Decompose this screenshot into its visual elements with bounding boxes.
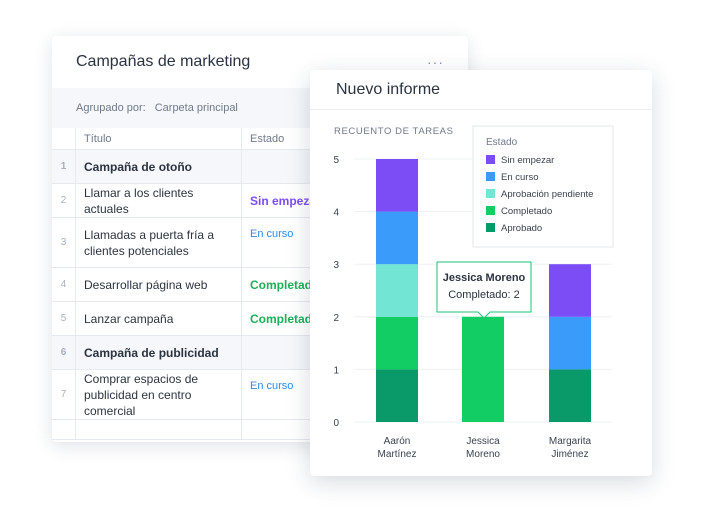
table-header: Campañas de marketing ··· bbox=[52, 36, 468, 88]
group-by-label: Agrupado por: bbox=[76, 102, 146, 114]
empty-row[interactable] bbox=[52, 420, 468, 440]
row-state[interactable]: En curso bbox=[250, 228, 294, 240]
legend-swatch bbox=[486, 189, 495, 198]
row-number: 6 bbox=[52, 336, 76, 369]
legend-swatch bbox=[486, 172, 495, 181]
table-row[interactable]: 5 Lanzar campaña Completado bbox=[52, 302, 468, 336]
row-number: 5 bbox=[52, 302, 76, 335]
x-tick-label: Margarita bbox=[549, 436, 592, 447]
table-row[interactable]: 4 Desarrollar página web Completado bbox=[52, 268, 468, 302]
bar-segment-aprobaci-n-pendiente bbox=[376, 264, 418, 317]
column-state-header[interactable]: Estado bbox=[250, 132, 285, 145]
row-state[interactable]: En curso bbox=[250, 380, 294, 392]
bar-segment-completado bbox=[462, 316, 504, 422]
row-title[interactable]: Llamadas a puerta fría a clientes potenc… bbox=[76, 218, 242, 267]
row-title[interactable]: Campaña de otoño bbox=[76, 150, 242, 183]
table-column-header: Título Estado bbox=[52, 128, 468, 150]
x-tick-label: Jessica bbox=[466, 436, 500, 447]
legend-item-label: En curso bbox=[501, 172, 539, 183]
row-title[interactable]: Lanzar campaña bbox=[76, 302, 242, 335]
bar-segment-aprobado bbox=[549, 369, 591, 422]
row-title[interactable] bbox=[76, 420, 242, 439]
table-row[interactable]: 2 Llamar a los clientes actuales Sin empez… bbox=[52, 184, 468, 218]
bar-segment-sin-empezar bbox=[549, 264, 591, 317]
legend-item-label: Aprobación pendiente bbox=[501, 189, 593, 200]
row-number bbox=[52, 420, 76, 439]
row-number: 7 bbox=[52, 370, 76, 419]
row-number: 4 bbox=[52, 268, 76, 301]
row-number: 1 bbox=[52, 150, 76, 183]
row-state[interactable]: Completado bbox=[250, 277, 320, 292]
table-title: Campañas de marketing bbox=[76, 53, 251, 70]
y-tick-label: 0 bbox=[333, 418, 339, 429]
legend-swatch bbox=[486, 206, 495, 215]
x-tick-label: Moreno bbox=[466, 449, 500, 460]
table-body: 1 Campaña de otoño 2 Llamar a los clientes … bbox=[52, 150, 468, 440]
row-title[interactable]: Desarrollar página web bbox=[76, 268, 242, 301]
more-dots-icon[interactable]: ··· bbox=[427, 54, 444, 70]
tooltip-value: Completado: 2 bbox=[448, 289, 520, 301]
row-number-header bbox=[52, 128, 76, 149]
y-tick-label: 2 bbox=[333, 313, 339, 324]
table-row[interactable]: 3 Llamadas a puerta fría a clientes poten… bbox=[52, 218, 468, 268]
y-tick-label: 5 bbox=[333, 155, 339, 166]
row-title[interactable]: Campaña de publicidad bbox=[76, 336, 242, 369]
report-title: Nuevo informe bbox=[310, 70, 652, 110]
bar-segment-sin-empezar bbox=[376, 159, 418, 212]
x-tick-label: Jiménez bbox=[551, 449, 588, 460]
column-title-header[interactable]: Título bbox=[76, 128, 242, 149]
legend-item-label: Completado bbox=[501, 206, 552, 217]
row-number: 3 bbox=[52, 218, 76, 267]
bar-segment-en-curso bbox=[549, 316, 591, 370]
legend-swatch bbox=[486, 155, 495, 164]
bar-segment-completado bbox=[376, 316, 418, 370]
chart-title: RECUENTO DE TAREAS bbox=[334, 126, 454, 137]
x-tick-label: Martínez bbox=[378, 449, 417, 460]
bar-segment-en-curso bbox=[376, 211, 418, 265]
row-title[interactable]: Llamar a los clientes actuales bbox=[76, 184, 242, 217]
chart-tooltip bbox=[436, 261, 532, 319]
report-panel: Nuevo informe RECUENTO DE TAREAS 0 1 2 3 4 5 Aa… bbox=[310, 70, 652, 476]
row-number: 2 bbox=[52, 184, 76, 217]
row-title[interactable]: Comprar espacios de publicidad en centro… bbox=[76, 370, 242, 419]
group-by-value[interactable]: Carpeta principal bbox=[154, 102, 238, 114]
legend-box bbox=[472, 125, 614, 248]
bar-segment-aprobado bbox=[376, 369, 418, 422]
legend-item-label: Sin empezar bbox=[501, 155, 554, 166]
y-tick-label: 1 bbox=[333, 365, 339, 376]
table-row[interactable]: 7 Comprar espacios de publicidad en centr… bbox=[52, 370, 468, 420]
x-tick-label: Aarón bbox=[384, 436, 411, 447]
row-state[interactable]: Completado bbox=[250, 311, 320, 326]
legend-item-label: Aprobado bbox=[501, 223, 542, 234]
tooltip-name: Jessica Moreno bbox=[443, 272, 526, 284]
legend-title: Estado bbox=[486, 137, 518, 148]
row-state[interactable]: Sin empezar bbox=[250, 193, 321, 208]
y-tick-label: 3 bbox=[333, 260, 339, 271]
y-tick-label: 4 bbox=[333, 208, 339, 219]
legend-swatch bbox=[486, 223, 495, 232]
task-count-chart: RECUENTO DE TAREAS 0 1 2 3 4 5 Aarón Martínez Jes… bbox=[333, 125, 614, 460]
